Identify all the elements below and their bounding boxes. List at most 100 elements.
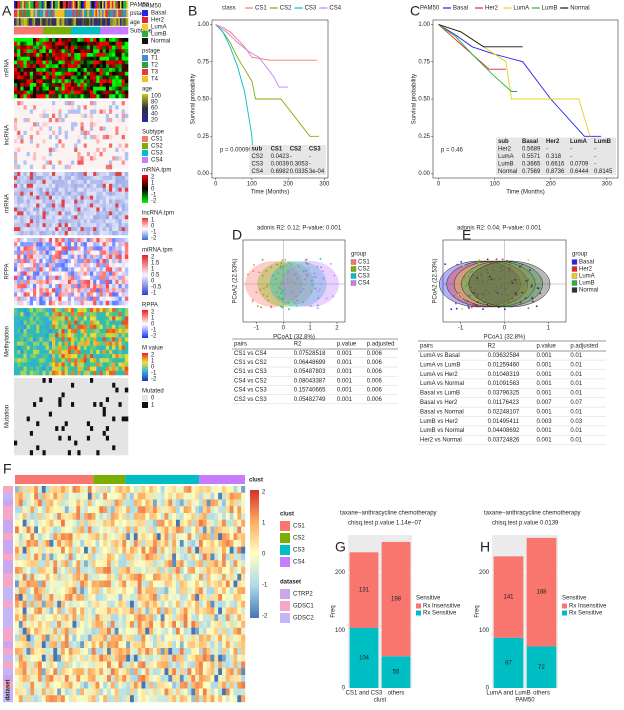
scale-tick-label: -1 (151, 193, 157, 199)
heatmap-cell (71, 362, 75, 367)
heatmap-cell (33, 231, 37, 236)
heatmap-cell (71, 86, 75, 91)
heatmap-cell (58, 147, 62, 153)
heatmap-cell (36, 308, 40, 313)
heatmap-cell (112, 56, 116, 61)
heatmap-cell (74, 105, 78, 110)
table-cell: 0.001 (537, 381, 553, 387)
table-cell: 0.07528518 (294, 351, 326, 357)
heatmap-cell (45, 152, 50, 157)
annotation-cell (31, 26, 34, 35)
heatmap-cell (17, 275, 21, 281)
table-bg (496, 137, 616, 175)
heatmap-cell (64, 172, 69, 177)
heatmap-cell (102, 378, 107, 384)
heatmap-cell (149, 526, 154, 534)
heatmap-cell (17, 445, 21, 451)
heatmap-cell (118, 284, 122, 289)
heatmap-cell (121, 199, 126, 204)
heatmap-cell (33, 60, 37, 65)
heatmap-cell (61, 126, 65, 132)
heatmap-cell (124, 135, 129, 140)
heatmap-cell (112, 38, 116, 43)
heatmap-cell (233, 506, 238, 514)
heatmap-cell (48, 435, 53, 441)
heatmap-cell (20, 90, 24, 95)
annotation-cell (28, 26, 31, 35)
heatmap-cell (39, 263, 43, 268)
heatmap-cell (93, 246, 97, 251)
table-cell: 0.01 (570, 372, 582, 378)
heatmap-cell (202, 519, 207, 527)
heatmap-cell (58, 187, 62, 192)
heatmap-cell (84, 499, 89, 507)
group-ellipse (269, 261, 327, 307)
heatmap-cell (49, 492, 54, 500)
heatmap-cell (83, 175, 88, 181)
scale-tick-label: -2 (151, 236, 157, 242)
heatmap-cell (90, 345, 94, 351)
heatmap-cell (153, 513, 158, 520)
heatmap-cell (23, 435, 27, 441)
heatmap-cell (64, 49, 69, 54)
heatmap-cell (102, 56, 107, 61)
heatmap-cell (42, 60, 46, 65)
sample-point (501, 258, 504, 261)
heatmap-cell (105, 45, 110, 50)
heatmap-cell (71, 219, 75, 224)
heatmap-cell (87, 513, 92, 520)
heatmap-cell (52, 312, 56, 317)
heatmap-cell (29, 435, 34, 441)
heatmap-cell (112, 267, 116, 272)
annotation-cell (72, 26, 75, 35)
heatmap-cell (164, 533, 169, 541)
heatmap-cell (156, 526, 161, 534)
heatmap-cell (45, 164, 50, 170)
heatmap-cell (52, 86, 56, 91)
heatmap-cell (14, 271, 18, 276)
heatmap-cell (45, 254, 50, 260)
heatmap-cell (42, 358, 46, 363)
heatmap-cell (133, 526, 138, 534)
heatmap-cell (45, 279, 50, 285)
heatmap-cell (58, 175, 62, 181)
heatmap-cell (86, 288, 91, 293)
heatmap-cell (90, 152, 94, 157)
heatmap-cell (137, 519, 142, 527)
heatmap-cell (225, 513, 230, 520)
heatmap-cell (74, 71, 78, 76)
heatmap-cell (118, 337, 122, 342)
heatmap-cell (18, 519, 23, 527)
heatmap-cell (93, 366, 97, 372)
x-tick-label: CS1 and CS3 (346, 691, 383, 697)
heatmap-cell (58, 130, 62, 136)
heatmap-cell (77, 370, 81, 376)
heatmap-cell (61, 366, 65, 372)
heatmap-cell (77, 83, 81, 88)
heatmap-cell (112, 430, 116, 437)
heatmap-cell (109, 308, 113, 313)
heatmap-cell (109, 45, 113, 50)
heatmap-cell (33, 175, 37, 181)
heatmap-cell (118, 402, 122, 408)
heatmap-cell (71, 101, 75, 106)
heatmap-cell (118, 183, 122, 189)
heatmap-cell (77, 288, 81, 293)
sample-point (469, 271, 472, 274)
heatmap-cell (83, 45, 88, 50)
heatmap-cell (18, 540, 23, 547)
annotation-cell (61, 18, 64, 26)
heatmap-cell (83, 71, 88, 76)
heatmap-cell (115, 238, 119, 243)
heatmap-cell (36, 207, 40, 212)
heatmap-cell (80, 135, 84, 140)
heatmap-cell (71, 64, 75, 69)
heatmap-cell (225, 506, 230, 514)
heatmap-cell (67, 49, 72, 54)
heatmap-cell (39, 316, 43, 321)
legend-title: Subtype (142, 130, 165, 136)
heatmap-cell (14, 392, 18, 398)
annotation-cell (69, 1, 72, 9)
heatmap-cell (107, 492, 112, 500)
heatmap-cell (29, 83, 34, 88)
